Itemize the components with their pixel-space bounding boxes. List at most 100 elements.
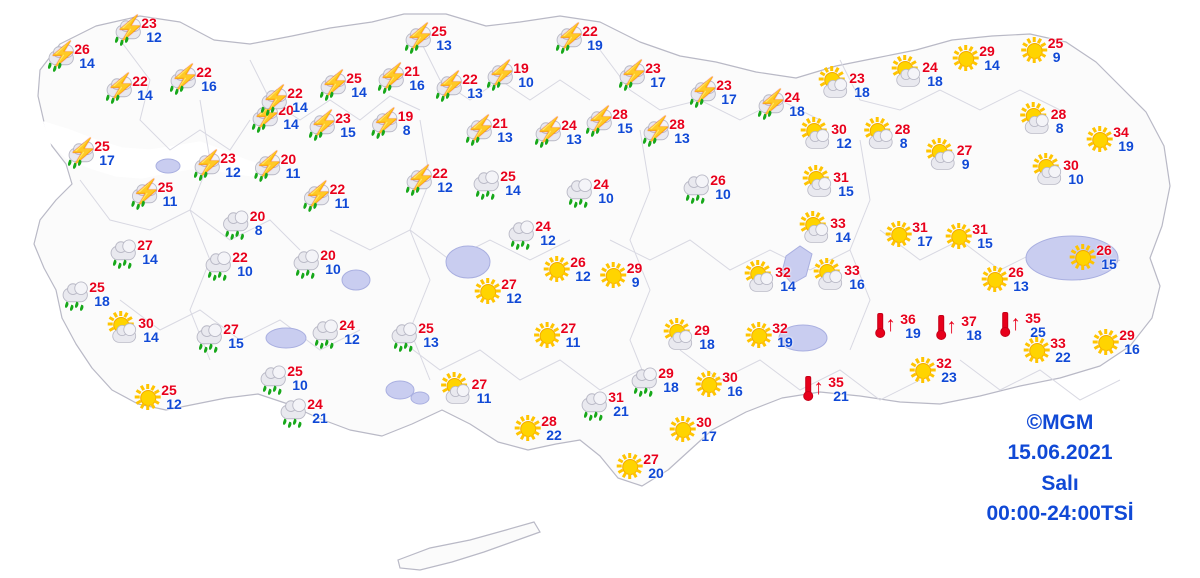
cloud-icon — [807, 177, 832, 197]
sunny-icon — [1084, 124, 1114, 154]
sunny-icon — [132, 382, 162, 412]
min-temperature: 15 — [1101, 256, 1117, 273]
max-temperature: 22 — [132, 73, 148, 89]
weather-station-marker: 23 18 — [820, 66, 870, 100]
weather-station-marker: 32 23 — [907, 355, 957, 385]
thunderstorm-icon: ⚡ — [484, 60, 517, 92]
lightning-icon: ⚡ — [758, 89, 789, 116]
sunny-icon — [743, 320, 773, 350]
cloud-icon — [823, 78, 848, 98]
cloud-icon — [223, 210, 249, 232]
min-temperature: 9 — [631, 274, 640, 291]
sun-icon — [745, 322, 771, 348]
max-temperature: 29 — [658, 365, 674, 381]
weather-station-marker: 26 10 — [681, 172, 731, 205]
rain-icon — [579, 389, 609, 422]
weather-station-marker: ↑ 36 19 — [871, 311, 921, 341]
weather-station-marker: ⚡ 22 16 — [167, 64, 217, 96]
max-temperature: 22 — [287, 85, 303, 101]
lightning-icon: ⚡ — [535, 117, 566, 144]
max-temperature: 26 — [1008, 264, 1024, 280]
weather-station-marker: 31 15 — [804, 165, 854, 199]
lightning-icon: ⚡ — [690, 77, 721, 104]
weather-station-marker: 20 10 — [291, 247, 341, 280]
max-temperature: 32 — [772, 320, 788, 336]
weather-station-marker: 30 16 — [693, 369, 743, 399]
max-temperature: 24 — [339, 317, 355, 333]
min-temperature: 19 — [777, 334, 793, 351]
sunny-icon — [1090, 327, 1120, 357]
min-temperature: 11 — [162, 193, 178, 210]
max-temperature: 31 — [833, 169, 849, 185]
weather-station-marker: 25 9 — [1019, 35, 1064, 65]
max-temperature: 23 — [849, 70, 865, 86]
sun-icon — [1086, 126, 1112, 152]
cloud-icon — [115, 18, 141, 40]
partly-cloudy-icon — [804, 165, 834, 199]
rain-icon — [258, 363, 288, 396]
min-temperature: 13 — [1013, 278, 1029, 295]
weather-station-marker: 27 11 — [532, 320, 580, 350]
cloud-icon — [48, 44, 74, 66]
weather-station-marker: 27 20 — [614, 451, 664, 481]
max-temperature: 23 — [716, 77, 732, 93]
weather-station-marker: ⚡ 23 17 — [616, 60, 666, 92]
max-temperature: 34 — [1113, 124, 1129, 140]
lightning-icon: ⚡ — [371, 108, 402, 135]
max-temperature: 25 — [1047, 35, 1064, 51]
min-temperature: 14 — [984, 57, 1000, 74]
max-temperature: 31 — [608, 389, 624, 405]
lightning-icon: ⚡ — [254, 151, 285, 178]
min-temperature: 14 — [137, 87, 153, 104]
sun-icon — [1069, 244, 1095, 270]
cloud-icon — [1037, 165, 1062, 185]
weather-station-marker: ⚡ 23 12 — [191, 150, 241, 182]
sun-icon — [885, 221, 911, 247]
lightning-icon: ⚡ — [406, 165, 437, 192]
thermometer-up-icon: ↑ — [799, 374, 829, 404]
sun-icon — [1021, 37, 1047, 63]
max-temperature: 32 — [775, 264, 791, 280]
max-temperature: 26 — [1096, 242, 1112, 258]
partly-cloudy-icon — [802, 117, 832, 151]
thunderstorm-icon: ⚡ — [403, 165, 437, 197]
weather-station-marker: 30 10 — [1034, 153, 1084, 188]
max-temperature: 28 — [894, 121, 911, 137]
min-temperature: 13 — [436, 37, 452, 54]
max-temperature: 36 — [900, 311, 916, 327]
sunny-icon — [693, 369, 723, 399]
sunny-icon — [950, 43, 980, 73]
min-temperature: 22 — [1055, 349, 1071, 366]
thunderstorm-icon: ⚡ — [433, 71, 466, 103]
weather-station-marker: 20 8 — [221, 208, 265, 241]
min-temperature: 11 — [476, 390, 492, 407]
thunderstorm-icon: ⚡ — [687, 77, 721, 109]
max-temperature: 32 — [936, 355, 952, 371]
cloud-icon — [196, 323, 222, 345]
min-temperature: 18 — [966, 327, 982, 344]
weather-station-marker: ⚡ 24 13 — [532, 117, 582, 149]
thunderstorm-icon: ⚡ — [640, 116, 673, 148]
max-temperature: 27 — [137, 237, 153, 253]
max-temperature: 21 — [404, 63, 420, 79]
cloud-icon — [805, 129, 830, 149]
max-temperature: 27 — [560, 320, 577, 336]
lightning-icon: ⚡ — [320, 70, 351, 97]
rain-icon — [629, 365, 659, 398]
cloud-icon — [556, 26, 582, 48]
max-temperature: 22 — [329, 181, 346, 197]
credit-date: 15.06.2021 — [1007, 441, 1113, 465]
sunny-icon — [532, 320, 562, 350]
min-temperature: 13 — [566, 131, 582, 148]
sun-icon — [543, 256, 569, 282]
weather-station-marker: 24 10 — [564, 176, 614, 209]
credit-timerange: 00:00-24:00TSİ — [986, 502, 1134, 526]
weather-station-marker: 33 14 — [801, 211, 851, 245]
min-temperature: 10 — [1068, 171, 1084, 188]
min-temperature: 12 — [146, 29, 162, 46]
min-temperature: 15 — [617, 120, 633, 137]
min-temperature: 16 — [727, 383, 743, 400]
thunderstorm-icon: ⚡ — [616, 60, 649, 92]
max-temperature: 30 — [722, 369, 738, 385]
min-temperature: 14 — [143, 329, 159, 346]
